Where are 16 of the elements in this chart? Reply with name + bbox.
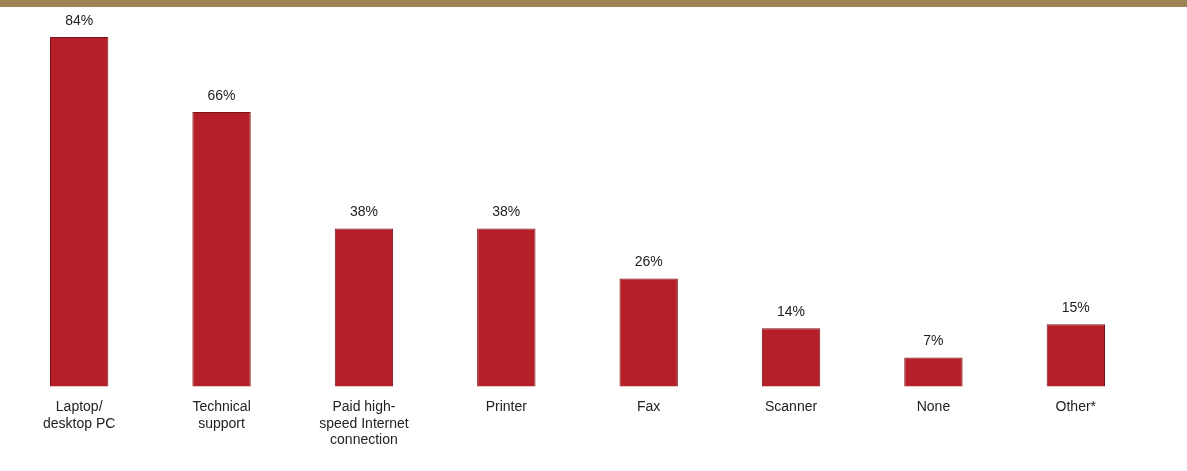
x-tick-label: Fax: [637, 397, 661, 414]
data-label: 15%: [1061, 299, 1090, 316]
data-label: 84%: [65, 11, 94, 28]
x-tick-label: Scanner: [764, 397, 818, 414]
data-label: 14%: [777, 303, 806, 320]
data-label: 38%: [349, 203, 378, 220]
data-label: 26%: [634, 253, 663, 270]
data-label: 7%: [923, 332, 944, 349]
x-tick-label: Paid high-speed Internet connection: [319, 397, 409, 448]
data-label: 38%: [492, 203, 521, 220]
data-label: 66%: [207, 86, 236, 103]
x-tick-label: Laptop/desktop PC: [43, 397, 116, 431]
x-tick-label: Technical support: [192, 397, 251, 431]
x-tick-label: Printer: [485, 397, 528, 414]
x-tick-label: None: [916, 397, 951, 414]
x-tick-label: Other*: [1055, 397, 1097, 414]
